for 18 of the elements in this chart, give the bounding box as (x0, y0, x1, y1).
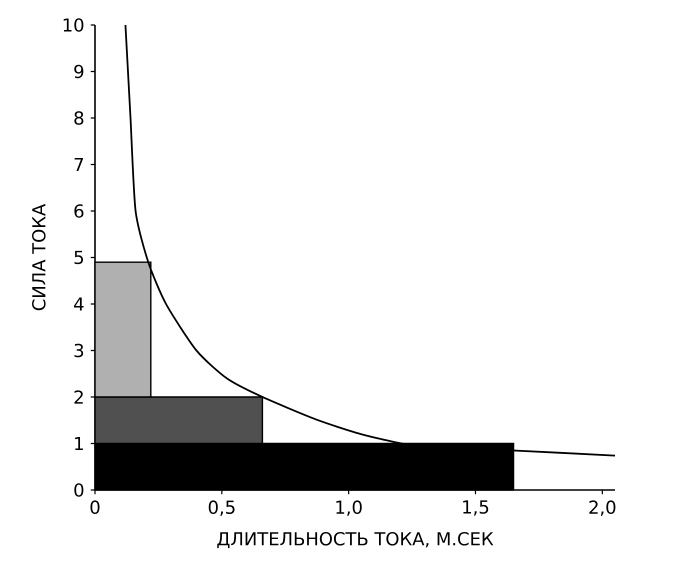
x-tick-label: 1,5 (463, 500, 488, 516)
y-tick-label: 5 (74, 250, 84, 264)
y-tick-label: 3 (74, 344, 84, 358)
x-tick-label: 1,0 (336, 500, 362, 516)
y-tick-label: 10 (64, 18, 84, 32)
y-tick-label: 8 (74, 111, 84, 125)
y-axis-title: СИЛА ТОКА (32, 204, 46, 310)
y-tick-label: 4 (74, 297, 84, 311)
x-tick-label: 0 (90, 500, 100, 514)
y-tick-label: 1 (75, 436, 83, 450)
x-tick-label: 0,5 (208, 500, 235, 516)
x-axis-title: ДЛИТЕЛЬНОСТЬ ТОКА, М.СЕК (217, 532, 494, 548)
y-tick-label: 7 (74, 158, 84, 172)
y-tick-label: 9 (74, 64, 84, 78)
y-tick-label: 6 (74, 204, 84, 218)
x-tick-label: 2,0 (589, 500, 616, 516)
y-tick-label: 0 (74, 483, 84, 497)
y-tick-label: 2 (74, 390, 83, 404)
